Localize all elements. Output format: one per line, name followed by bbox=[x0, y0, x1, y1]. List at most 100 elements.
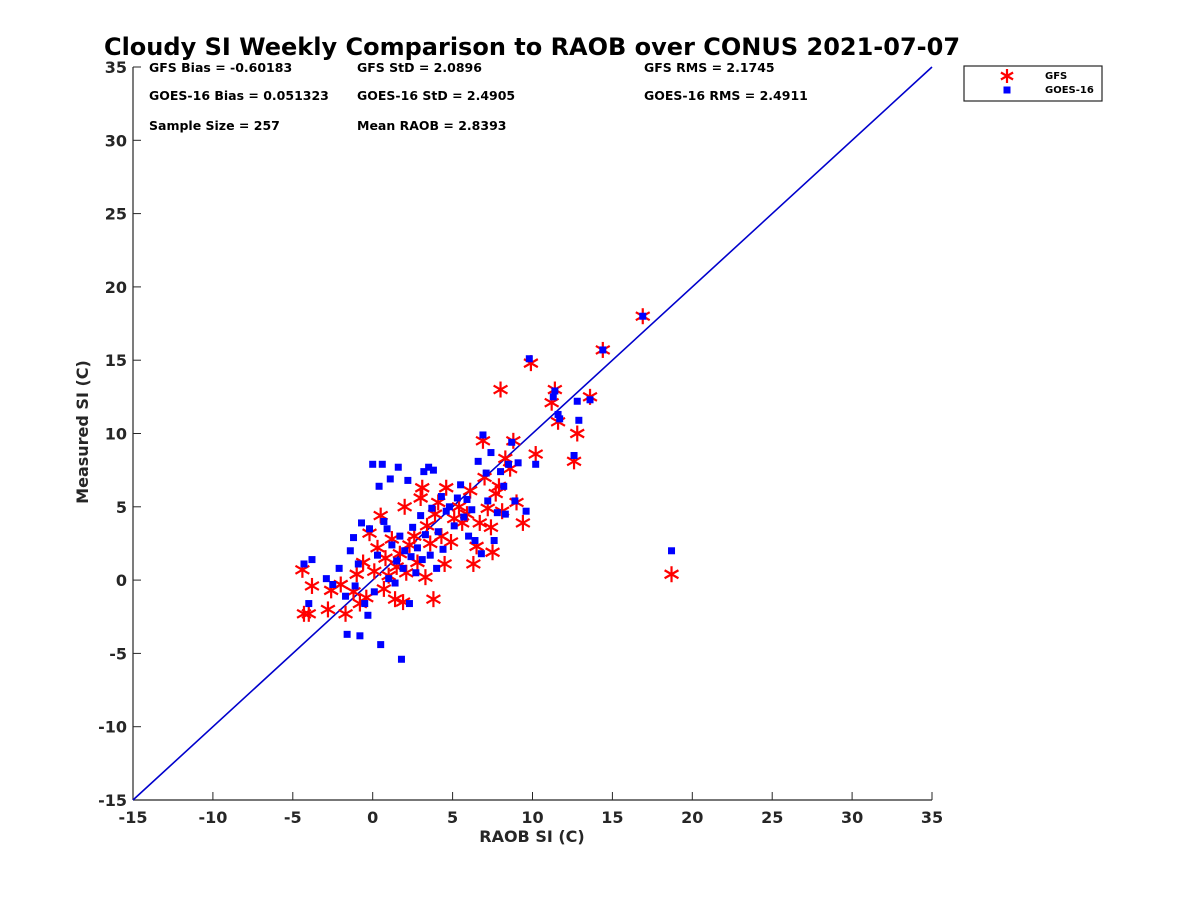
gfs-point bbox=[320, 601, 336, 618]
gfs-point bbox=[422, 535, 438, 552]
goes-16-point bbox=[482, 469, 490, 477]
goes-16-point bbox=[549, 393, 557, 401]
goes-16-point bbox=[409, 523, 417, 531]
gfs-point bbox=[465, 555, 481, 572]
legend-box bbox=[963, 65, 1103, 102]
goes-16-point bbox=[300, 560, 308, 568]
goes-16-point bbox=[429, 466, 437, 474]
goes-16-point bbox=[386, 475, 394, 483]
goes-16-point bbox=[397, 655, 405, 663]
goes-16-point bbox=[366, 525, 374, 533]
goes-16-point bbox=[388, 541, 396, 549]
x-tick-label: 25 bbox=[761, 808, 783, 827]
gfs-point bbox=[387, 591, 403, 608]
goes-16-point bbox=[514, 459, 522, 467]
goes-16-point bbox=[460, 513, 468, 521]
gfs-point bbox=[349, 566, 365, 583]
goes-16-point bbox=[401, 547, 409, 555]
goes-16-point bbox=[373, 551, 381, 559]
goes-16-point bbox=[434, 528, 442, 536]
gfs-point bbox=[664, 566, 680, 583]
x-tick-label: 15 bbox=[601, 808, 623, 827]
goes-16-point bbox=[399, 564, 407, 572]
goes-16-point bbox=[391, 579, 399, 587]
goes-16-point bbox=[346, 547, 354, 555]
chart-title: Cloudy SI Weekly Comparison to RAOB over… bbox=[104, 33, 960, 61]
goes-16-point bbox=[439, 545, 447, 553]
goes-16-point bbox=[484, 497, 492, 505]
goes-16-point bbox=[471, 537, 479, 545]
goes-16-point bbox=[358, 519, 366, 527]
goes-16-point bbox=[586, 396, 594, 404]
goes-16-point bbox=[378, 460, 386, 468]
goes-16-point bbox=[369, 460, 377, 468]
goes-16-point bbox=[308, 556, 316, 564]
goes-16-point bbox=[437, 493, 445, 501]
goes-16-point bbox=[342, 592, 350, 600]
goes-16-point bbox=[350, 534, 358, 542]
goes-16-point bbox=[463, 495, 471, 503]
goes-16-point bbox=[361, 600, 369, 608]
goes-16-point bbox=[468, 506, 476, 514]
gfs-point bbox=[301, 605, 317, 622]
goes-16-point bbox=[556, 415, 564, 423]
goes-16-point bbox=[532, 460, 540, 468]
goes-16-point bbox=[668, 547, 676, 555]
goes-16-point bbox=[445, 503, 453, 511]
goes-16-point bbox=[490, 537, 498, 545]
goes-16-point bbox=[396, 532, 404, 540]
gfs-point bbox=[338, 605, 354, 622]
goes-16-point bbox=[453, 494, 461, 502]
gfs-point bbox=[569, 425, 585, 442]
goes-16-point bbox=[420, 468, 428, 476]
y-tick-label: -5 bbox=[109, 644, 127, 663]
goes-16-point bbox=[575, 416, 583, 424]
gfs-point bbox=[438, 479, 454, 496]
stat-sample-size: Sample Size = 257 bbox=[149, 118, 280, 133]
goes-16-point bbox=[305, 600, 313, 608]
goes-16-point bbox=[421, 531, 429, 539]
y-tick-label: 35 bbox=[105, 58, 127, 77]
legend: GFS GOES-16 bbox=[963, 65, 1103, 102]
goes-16-point bbox=[354, 560, 362, 568]
x-tick-label: 0 bbox=[367, 808, 378, 827]
goes-16-point bbox=[501, 510, 509, 518]
goes-16-point bbox=[404, 476, 412, 484]
goes-16-point bbox=[351, 582, 359, 590]
gfs-point bbox=[483, 519, 499, 536]
gfs-point bbox=[425, 591, 441, 608]
goes-16-point bbox=[377, 641, 385, 649]
series-gfs bbox=[294, 308, 680, 622]
y-tick-label: -10 bbox=[98, 718, 127, 737]
goes-16-point bbox=[551, 387, 559, 395]
stat-mean-raob: Mean RAOB = 2.8393 bbox=[357, 118, 506, 133]
goes-16-point bbox=[487, 449, 495, 457]
goes-16-point bbox=[522, 507, 530, 515]
goes-16-point bbox=[383, 525, 391, 533]
goes-16-point bbox=[474, 457, 482, 465]
goes-16-point bbox=[364, 611, 372, 619]
stat-gfs-rms: GFS RMS = 2.1745 bbox=[644, 60, 775, 75]
gfs-point bbox=[414, 479, 430, 496]
goes-16-point bbox=[505, 460, 513, 468]
goes-16-point bbox=[393, 557, 401, 565]
goes-16-point bbox=[639, 312, 647, 320]
gfs-point bbox=[515, 514, 531, 531]
goes-16-point bbox=[407, 553, 415, 561]
y-tick-label: 5 bbox=[116, 498, 127, 517]
goes-16-point bbox=[412, 569, 420, 577]
data-points bbox=[294, 308, 680, 663]
goes-16-point bbox=[335, 564, 343, 572]
goes-16-point bbox=[599, 346, 607, 354]
y-axis-label: Measured SI (C) bbox=[73, 360, 92, 504]
gfs-point bbox=[485, 544, 501, 561]
goes-16-point bbox=[500, 482, 508, 490]
legend-gfs-label: GFS bbox=[1045, 71, 1067, 82]
goes-16-point bbox=[322, 575, 330, 583]
goes-16-point bbox=[508, 438, 516, 446]
goes-16-point bbox=[428, 504, 436, 512]
goes-16-point bbox=[418, 556, 426, 564]
legend-goes-16-marker bbox=[1003, 86, 1011, 94]
goes-16-point bbox=[525, 355, 533, 363]
goes-16-point bbox=[570, 451, 578, 459]
